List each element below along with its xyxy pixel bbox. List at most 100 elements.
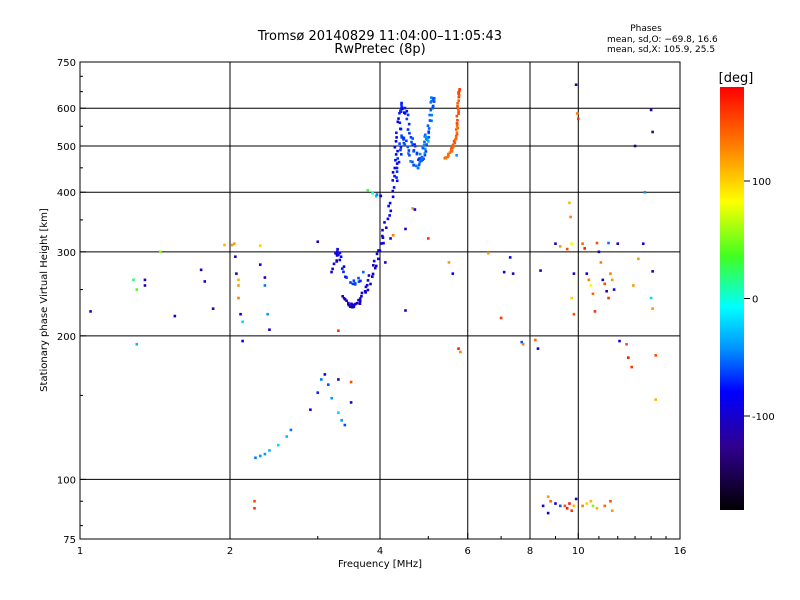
data-point <box>423 140 426 144</box>
data-point <box>372 264 375 267</box>
data-point <box>610 278 614 282</box>
data-point <box>258 263 262 266</box>
data-point <box>241 339 244 343</box>
data-point <box>362 270 365 274</box>
data-point <box>654 354 657 357</box>
data-point <box>641 242 645 245</box>
data-point <box>569 215 572 219</box>
data-point <box>258 454 262 458</box>
data-point <box>593 310 597 313</box>
data-point <box>371 275 374 278</box>
data-point <box>411 137 414 140</box>
x-tick-label: 16 <box>674 546 687 557</box>
data-point <box>331 267 334 271</box>
data-point <box>453 141 457 145</box>
data-point <box>276 443 280 447</box>
data-point <box>393 166 397 170</box>
data-point <box>349 281 352 284</box>
data-point <box>360 291 364 295</box>
colorbar-label: [deg] <box>719 71 754 86</box>
data-point <box>373 266 377 270</box>
data-point <box>546 495 550 498</box>
data-point <box>391 195 395 199</box>
data-point <box>455 132 459 136</box>
data-point <box>339 255 343 259</box>
data-point <box>413 143 416 146</box>
data-point <box>337 329 340 332</box>
data-point <box>379 194 382 198</box>
data-point <box>427 135 431 139</box>
data-point <box>268 328 271 331</box>
data-point <box>581 504 584 508</box>
data-point <box>649 108 653 112</box>
data-point <box>393 174 396 178</box>
data-point <box>455 124 459 128</box>
data-point <box>347 301 350 305</box>
data-point <box>572 504 576 508</box>
data-point <box>342 270 345 274</box>
data-point <box>398 111 401 115</box>
data-point <box>455 114 459 118</box>
data-point <box>546 511 550 515</box>
data-point <box>396 120 400 124</box>
data-point <box>605 289 608 293</box>
data-point <box>411 160 414 164</box>
data-point <box>591 504 595 508</box>
data-point <box>589 284 593 287</box>
x-tick-label: 10 <box>572 546 585 557</box>
data-point <box>399 127 403 131</box>
data-point <box>572 312 576 316</box>
data-point <box>457 95 461 99</box>
data-point <box>393 145 397 149</box>
data-point <box>574 83 578 87</box>
grid-lines <box>80 62 680 539</box>
data-point <box>403 143 407 146</box>
data-point <box>241 320 244 324</box>
data-point <box>637 257 640 261</box>
data-point <box>237 296 240 300</box>
data-point <box>285 435 289 438</box>
data-point <box>410 140 413 144</box>
data-point <box>591 292 595 296</box>
data-point <box>408 153 411 157</box>
data-point <box>345 299 348 303</box>
colorbar-ticks: 100 0 -100 <box>744 177 775 423</box>
data-point <box>408 131 411 135</box>
data-point <box>332 262 336 266</box>
data-point <box>654 398 657 401</box>
data-point <box>355 301 359 305</box>
data-point <box>630 365 634 369</box>
colorbar-tick-label: 0 <box>752 295 758 306</box>
data-point <box>380 242 383 245</box>
data-point <box>508 256 512 259</box>
data-point <box>396 149 399 153</box>
data-point <box>407 149 411 152</box>
data-point <box>428 119 432 122</box>
y-tick-label: 750 <box>57 58 76 69</box>
y-tick-label: 300 <box>57 248 76 259</box>
data-point <box>395 176 398 179</box>
data-point <box>412 163 416 167</box>
data-point <box>570 509 573 512</box>
data-point <box>343 298 347 301</box>
data-point <box>372 259 376 263</box>
data-point <box>448 151 452 155</box>
data-point <box>395 136 398 139</box>
data-point <box>352 305 356 309</box>
data-point <box>536 347 540 350</box>
data-point <box>568 502 571 505</box>
data-point <box>337 411 340 414</box>
data-point <box>367 274 371 277</box>
data-point <box>454 134 458 138</box>
data-point <box>391 171 395 174</box>
data-point <box>426 140 430 143</box>
colorbar: [deg] 100 0 -100 <box>719 71 775 510</box>
data-point <box>239 312 242 316</box>
data-point <box>455 121 459 125</box>
phases-header: Phases <box>630 24 662 34</box>
data-point <box>541 504 545 508</box>
data-point <box>352 303 356 307</box>
data-point <box>616 242 620 245</box>
data-point <box>420 159 423 163</box>
data-point <box>457 92 460 96</box>
